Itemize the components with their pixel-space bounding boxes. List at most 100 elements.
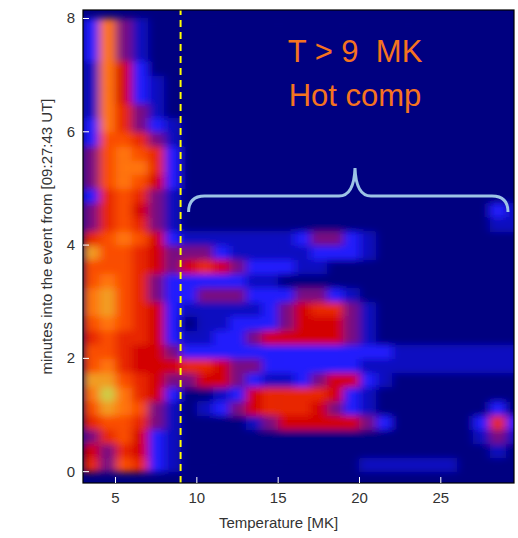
heat-cell <box>213 146 230 161</box>
heat-cell <box>246 288 263 303</box>
heat-cell <box>359 302 376 317</box>
heat-cell <box>441 217 458 232</box>
heat-cell <box>213 415 230 430</box>
x-axis-title: Temperature [MK] <box>219 514 338 531</box>
heat-cell <box>229 344 246 359</box>
heat-cell <box>376 316 393 331</box>
heat-cell <box>116 146 133 161</box>
heat-cell <box>83 33 100 48</box>
heat-cell <box>392 146 409 161</box>
heat-cell <box>408 358 425 373</box>
heat-cell <box>132 415 149 430</box>
heat-cell <box>376 458 393 473</box>
heat-cell <box>473 146 490 161</box>
heat-cell <box>262 458 279 473</box>
heat-cell <box>408 344 425 359</box>
heat-cell <box>262 203 279 218</box>
heat-cell <box>441 415 458 430</box>
heat-cell <box>376 302 393 317</box>
heat-cell <box>294 288 311 303</box>
heat-cell <box>441 132 458 147</box>
heat-cell <box>343 231 360 246</box>
heat-cell <box>327 160 344 175</box>
heat-cell <box>181 146 198 161</box>
heat-cell <box>376 118 393 133</box>
heat-cell <box>425 33 442 48</box>
heat-cell <box>229 75 246 90</box>
heat-cell <box>148 103 165 118</box>
heat-cell <box>359 203 376 218</box>
heat-cell <box>473 18 490 33</box>
heat-cell <box>197 203 214 218</box>
heat-cell <box>327 458 344 473</box>
heat-cell <box>278 203 295 218</box>
heat-cell <box>83 443 100 458</box>
heat-cell <box>327 174 344 189</box>
heat-cell <box>359 415 376 430</box>
heat-cell <box>262 146 279 161</box>
heat-cell <box>99 273 116 288</box>
heat-cell <box>425 273 442 288</box>
heat-cell <box>490 18 507 33</box>
heat-cell <box>197 75 214 90</box>
y-tick <box>83 471 89 472</box>
heat-cell <box>148 344 165 359</box>
heat-cell <box>425 316 442 331</box>
heat-cell <box>213 61 230 76</box>
heat-cell <box>132 330 149 345</box>
heat-cell <box>262 89 279 104</box>
heat-cell <box>181 18 198 33</box>
heat-cell <box>392 217 409 232</box>
heat-cell <box>262 358 279 373</box>
heat-cell <box>246 387 263 402</box>
heat-cell <box>311 288 328 303</box>
heat-cell <box>506 443 514 458</box>
heat-cell <box>408 273 425 288</box>
heat-cell <box>506 415 514 430</box>
heat-cell <box>99 118 116 133</box>
heat-cell <box>213 75 230 90</box>
heat-cell <box>164 61 181 76</box>
heat-cell <box>473 443 490 458</box>
heat-cell <box>311 146 328 161</box>
heat-cell <box>376 174 393 189</box>
heat-cell <box>132 18 149 33</box>
heat-cell <box>408 146 425 161</box>
heat-cell <box>99 387 116 402</box>
heat-cell <box>359 373 376 388</box>
heat-cell <box>278 429 295 444</box>
heat-cell <box>376 387 393 402</box>
heat-cell <box>213 47 230 62</box>
heat-cell <box>197 160 214 175</box>
heat-cell <box>457 344 474 359</box>
heat-cell <box>392 401 409 416</box>
heat-cell <box>197 358 214 373</box>
heat-cell <box>262 103 279 118</box>
heat-cell <box>164 118 181 133</box>
heat-cell <box>99 415 116 430</box>
heat-cell <box>506 344 514 359</box>
heat-cell <box>262 160 279 175</box>
heat-cell <box>392 18 409 33</box>
heat-cell <box>311 245 328 260</box>
heat-cell <box>213 316 230 331</box>
heat-cell <box>83 61 100 76</box>
heat-cell <box>229 18 246 33</box>
heat-cell <box>164 160 181 175</box>
heat-cell <box>359 259 376 274</box>
heat-cell <box>343 273 360 288</box>
heat-cell <box>392 245 409 260</box>
heat-cell <box>408 458 425 473</box>
heat-cell <box>116 75 133 90</box>
heat-cell <box>392 288 409 303</box>
heat-cell <box>246 146 263 161</box>
heat-cell <box>213 18 230 33</box>
heat-cell <box>99 89 116 104</box>
heat-cell <box>473 387 490 402</box>
heat-cell <box>132 316 149 331</box>
heat-cell <box>311 217 328 232</box>
heat-cell <box>148 259 165 274</box>
heat-cell <box>116 443 133 458</box>
heat-cell <box>246 89 263 104</box>
heat-cell <box>506 288 514 303</box>
